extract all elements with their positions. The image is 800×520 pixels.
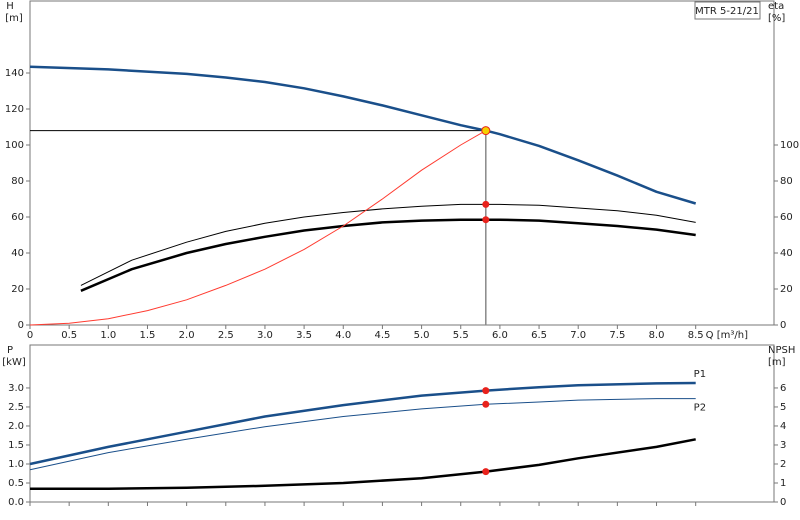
y2-tick-label: 60 (780, 212, 793, 223)
y-tick-label: 140 (5, 68, 24, 79)
plot-frame (29, 344, 775, 503)
x-tick-label: 6.5 (531, 330, 547, 341)
y-tick-label: 0.0 (8, 497, 24, 508)
x-axis-label: Q [m³/h] (706, 330, 748, 341)
y2-tick-label: 0 (780, 320, 786, 331)
y-tick-label: 40 (11, 248, 24, 259)
y-axis-unit: [kW] (2, 357, 26, 368)
y2-tick-label: 6 (780, 383, 786, 394)
y-tick-label: 1.0 (8, 459, 24, 470)
y2-tick-label: 2 (780, 459, 786, 470)
series-line (80, 218, 696, 292)
x-tick-label: 8.0 (649, 330, 665, 341)
x-tick-label: 7.0 (570, 330, 586, 341)
y-tick-label: 60 (11, 212, 24, 223)
y-tick-label: 100 (5, 140, 24, 151)
y2-tick-label: 3 (780, 440, 786, 451)
x-tick-label: 4.5 (374, 330, 390, 341)
x-tick-label: 7.5 (609, 330, 625, 341)
duty-marker (482, 387, 490, 395)
duty-marker (482, 468, 490, 476)
y-tick-label: 0.5 (8, 478, 24, 489)
series-line (29, 381, 696, 466)
series-label: P1 (694, 369, 706, 380)
y2-tick-label: 0 (780, 497, 786, 508)
series-line (29, 65, 697, 205)
y-tick-label: 2.5 (8, 402, 24, 413)
duty-marker (482, 400, 490, 408)
x-tick-label: 2.0 (179, 330, 195, 341)
y2-tick-label: 100 (780, 140, 799, 151)
y2-axis-unit: [%] (768, 13, 785, 24)
plot-frame (29, 0, 775, 326)
y-tick-label: 120 (5, 104, 24, 115)
x-tick-label: 0.5 (61, 330, 77, 341)
x-tick-label: 0 (27, 330, 33, 341)
y-axis-label: H (6, 1, 14, 12)
duty-marker (482, 200, 490, 208)
x-tick-label: 1.0 (100, 330, 116, 341)
y-tick-label: 20 (11, 284, 24, 295)
y2-axis-label: NPSH (768, 345, 795, 356)
y-axis-label: P (7, 345, 13, 356)
duty-point (481, 126, 491, 136)
y2-axis-label: eta (768, 1, 784, 12)
y2-tick-label: 1 (780, 478, 786, 489)
y-tick-label: 1.5 (8, 440, 24, 451)
x-tick-label: 2.5 (218, 330, 234, 341)
chart-title: MTR 5-21/21 (695, 6, 759, 17)
series-line (30, 438, 696, 490)
y-tick-label: 80 (11, 176, 24, 187)
x-tick-label: 5.5 (453, 330, 469, 341)
title-box (694, 1, 761, 20)
y2-tick-label: 80 (780, 176, 793, 187)
series-line (29, 130, 487, 326)
y-tick-label: 0 (18, 320, 24, 331)
y-tick-label: 3.0 (8, 383, 24, 394)
series-line (80, 203, 696, 286)
x-tick-label: 8.5 (688, 330, 704, 341)
series-line (29, 398, 696, 471)
y2-tick-label: 20 (780, 284, 793, 295)
y2-tick-label: 4 (780, 421, 786, 432)
y-axis-unit: [m] (5, 13, 23, 24)
y-tick-label: 2.0 (8, 421, 24, 432)
y2-axis-unit: [m] (768, 357, 786, 368)
y2-tick-label: 5 (780, 402, 786, 413)
duty-marker (482, 216, 490, 224)
x-tick-label: 3.5 (296, 330, 312, 341)
x-tick-label: 1.5 (140, 330, 156, 341)
series-label: P2 (694, 403, 706, 414)
x-tick-label: 5.0 (414, 330, 430, 341)
x-tick-label: 3.0 (257, 330, 273, 341)
x-tick-label: 6.0 (492, 330, 508, 341)
x-tick-label: 4.0 (335, 330, 351, 341)
y2-tick-label: 40 (780, 248, 793, 259)
